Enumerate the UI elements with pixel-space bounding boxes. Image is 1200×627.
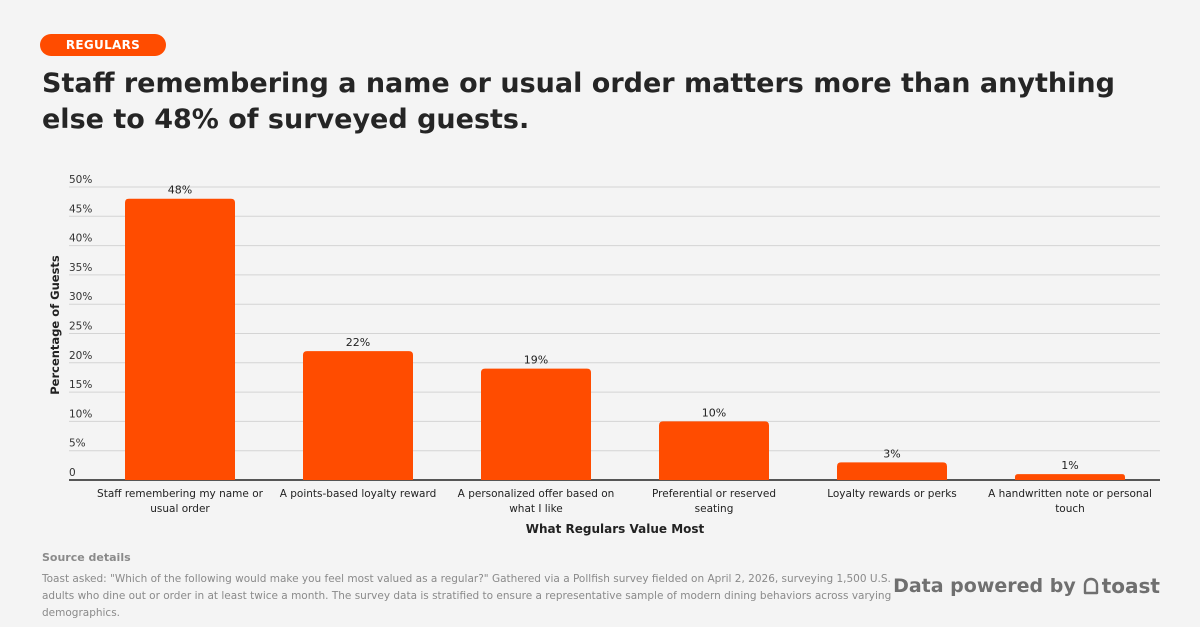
source-title: Source details <box>42 551 131 564</box>
y-tick-label: 35% <box>69 262 92 274</box>
y-tick-label: 25% <box>69 321 92 333</box>
y-tick-label: 45% <box>69 203 92 215</box>
toast-slice-icon <box>1083 577 1098 595</box>
y-tick-label: 5% <box>69 438 86 450</box>
bar <box>837 462 947 480</box>
bar-chart: 0 5% 10% 15% 20% 25% 30% 35% 40% 45% 50% 48% Staff r… <box>48 174 1160 536</box>
y-axis-title: Percentage of Guests <box>48 255 62 395</box>
y-tick-label: 40% <box>69 233 92 245</box>
x-axis-title: What Regulars Value Most <box>526 522 705 536</box>
toast-logo-text: toast <box>1101 574 1160 598</box>
bar <box>125 198 235 480</box>
data-label: 19% <box>524 354 548 367</box>
x-tick-label: Preferential or reserved seating <box>652 488 776 515</box>
y-tick-label: 30% <box>69 291 92 303</box>
data-label: 22% <box>346 336 370 349</box>
x-tick-label: Loyalty rewards or perks <box>827 488 957 500</box>
y-tick-label: 10% <box>69 408 92 420</box>
x-tick-label: A personalized offer based on what I like <box>458 488 615 515</box>
source-text: Toast asked: "Which of the following wou… <box>42 573 892 619</box>
bar <box>481 368 591 480</box>
y-tick-label: 20% <box>69 350 92 362</box>
brand-prefix: Data powered by <box>893 575 1076 597</box>
x-tick-label: A points-based loyalty reward <box>280 488 437 500</box>
toast-logo: toast <box>1082 574 1160 598</box>
headline: Staff remembering a name or usual order … <box>42 68 1115 135</box>
bar <box>659 421 769 480</box>
y-tick-label: 0 <box>69 467 76 479</box>
bar <box>1015 474 1125 480</box>
x-tick-label: Staff remembering my name or usual order <box>97 488 264 515</box>
data-label: 3% <box>883 447 900 460</box>
bar <box>303 351 413 480</box>
y-tick-label: 15% <box>69 379 92 391</box>
y-tick-label: 50% <box>69 174 92 186</box>
data-label: 48% <box>168 184 192 197</box>
x-tick-label: A handwritten note or personal touch <box>988 488 1152 515</box>
data-label: 1% <box>1061 459 1078 472</box>
category-tag: REGULARS <box>40 34 166 56</box>
brand-credit: Data powered by toast <box>893 574 1160 598</box>
data-label: 10% <box>702 406 726 419</box>
